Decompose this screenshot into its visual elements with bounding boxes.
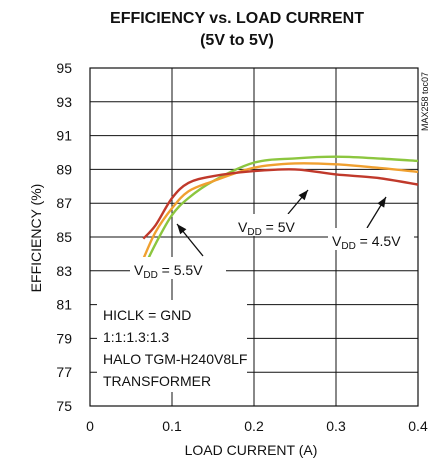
annotation-arrowhead <box>177 224 187 235</box>
x-tick-label: 0 <box>86 418 94 434</box>
annotation-arrowhead <box>377 197 386 208</box>
y-tick-label: 93 <box>56 94 72 110</box>
y-tick-label: 89 <box>56 161 72 177</box>
x-axis-label: LOAD CURRENT (A) <box>185 442 318 458</box>
y-tick-labels: 75 77 79 81 83 85 87 89 91 93 95 <box>56 60 72 414</box>
y-tick-label: 81 <box>56 297 72 313</box>
vdd-45v-label-bg <box>328 228 414 250</box>
y-tick-label: 91 <box>56 128 72 144</box>
condition-line-3: HALO TGM-H240V8LF <box>103 351 247 367</box>
vdd-5v-label: VDD = 5V <box>238 219 296 238</box>
y-tick-label: 75 <box>56 398 72 414</box>
chart-title: EFFICIENCY vs. LOAD CURRENT <box>110 10 364 27</box>
y-axis-label: EFFICIENCY (%) <box>28 184 44 293</box>
conditions-box-bg <box>97 300 247 392</box>
annotation-arrowhead <box>298 190 308 201</box>
y-tick-label: 77 <box>56 364 72 380</box>
x-tick-label: 0.3 <box>326 418 346 434</box>
series-line <box>142 168 419 240</box>
condition-line-2: 1:1:1.3:1.3 <box>103 329 169 345</box>
series-lines <box>142 155 419 270</box>
plot-frame <box>89 67 419 407</box>
x-tick-label: 0.2 <box>244 418 264 434</box>
x-tick-label: 0.1 <box>162 418 182 434</box>
vdd-5v-label-bg <box>234 214 312 236</box>
series-line <box>142 155 419 270</box>
figure-id-label: MAX258 toc07 <box>420 72 430 131</box>
condition-line-4: TRANSFORMER <box>103 373 211 389</box>
y-tick-label: 95 <box>56 60 72 76</box>
vdd-45v-label: VDD = 4.5V <box>332 233 401 252</box>
y-tick-label: 79 <box>56 330 72 346</box>
condition-line-1: HICLK = GND <box>103 307 191 323</box>
annotation-arrows <box>176 189 387 257</box>
vdd-55v-label: VDD = 5.5V <box>134 262 203 281</box>
vdd-55v-label-bg <box>130 257 226 279</box>
y-tick-label: 85 <box>56 229 72 245</box>
y-tick-label: 83 <box>56 263 72 279</box>
x-tick-labels: 0 0.1 0.2 0.3 0.4 <box>86 418 428 434</box>
y-tick-label: 87 <box>56 195 72 211</box>
x-tick-label: 0.4 <box>408 418 428 434</box>
chart-subtitle: (5V to 5V) <box>200 32 274 49</box>
